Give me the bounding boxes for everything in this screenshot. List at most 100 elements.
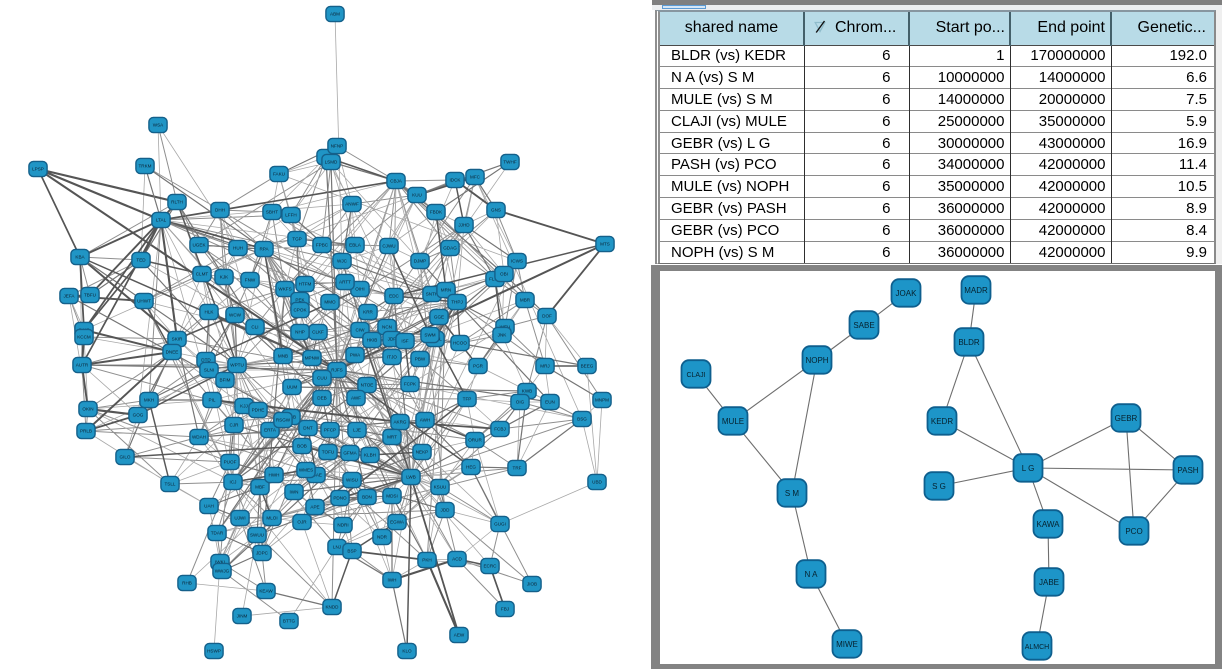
svg-text:PUOF: PUOF <box>224 460 237 465</box>
svg-text:RPA: RPA <box>259 247 269 252</box>
svg-text:S M: S M <box>785 489 800 498</box>
svg-text:FCPK: FCPK <box>404 382 417 387</box>
svg-text:ANWF: ANWF <box>345 202 359 207</box>
svg-text:UJWI: UJWI <box>234 516 245 521</box>
svg-text:NOPH: NOPH <box>805 356 828 365</box>
svg-text:SWUU: SWUU <box>250 533 264 538</box>
svg-text:BSG: BSG <box>577 417 587 422</box>
svg-text:WSA: WSA <box>153 123 164 128</box>
svg-text:UBD: UBD <box>592 480 602 485</box>
svg-text:HLK: HLK <box>205 310 215 315</box>
svg-text:GUGI: GUGI <box>494 522 506 527</box>
svg-text:MTS: MTS <box>600 242 610 247</box>
svg-text:NFNP: NFNP <box>331 144 344 149</box>
svg-text:HTFM: HTFM <box>299 282 312 287</box>
svg-text:S G: S G <box>932 482 946 491</box>
svg-text:LWB: LWB <box>406 475 416 480</box>
svg-text:PCO: PCO <box>1125 527 1142 536</box>
svg-text:NCN: NCN <box>382 325 392 330</box>
svg-text:TED: TED <box>136 258 146 263</box>
svg-text:JDPC: JDPC <box>256 551 269 556</box>
svg-text:MRJ: MRJ <box>540 364 549 369</box>
svg-text:N A: N A <box>805 570 819 579</box>
svg-text:LNJ: LNJ <box>333 545 341 550</box>
svg-text:BTTG: BTTG <box>283 619 296 624</box>
svg-text:PFCP: PFCP <box>324 428 336 433</box>
svg-text:NHP: NHP <box>295 330 305 335</box>
svg-text:BOB: BOB <box>297 444 307 449</box>
svg-text:JDP: JDP <box>388 337 397 342</box>
svg-text:BSP: BSP <box>347 549 356 554</box>
svg-text:ALMCH: ALMCH <box>1025 644 1050 651</box>
svg-text:WPTU: WPTU <box>230 363 244 368</box>
svg-text:KJK: KJK <box>220 275 229 280</box>
svg-text:TSLL: TSLL <box>165 482 176 487</box>
svg-text:KRR: KRR <box>363 310 373 315</box>
svg-text:GNS: GNS <box>491 208 501 213</box>
svg-text:AKRG: AKRG <box>393 420 406 425</box>
svg-text:IWH: IWH <box>388 578 397 583</box>
svg-text:MBR: MBR <box>520 298 531 303</box>
svg-text:ORUR: ORUR <box>468 438 482 443</box>
svg-text:ECRC: ECRC <box>483 564 497 569</box>
svg-text:KSUU: KSUU <box>434 485 447 490</box>
svg-text:TRKM: TRKM <box>138 164 151 169</box>
svg-text:FBJ: FBJ <box>501 607 509 612</box>
svg-text:AWF: AWF <box>351 396 361 401</box>
svg-text:GFMA: GFMA <box>343 451 357 456</box>
svg-text:CIW: CIW <box>356 328 366 333</box>
svg-text:IWKI: IWKI <box>215 560 225 565</box>
svg-text:SBHT: SBHT <box>266 210 278 215</box>
svg-text:MNB: MNB <box>278 354 288 359</box>
svg-text:WISU: WISU <box>346 478 358 483</box>
svg-text:OIG: OIG <box>516 400 525 405</box>
svg-text:EUN: EUN <box>545 400 555 405</box>
svg-text:ITJO: ITJO <box>387 355 397 360</box>
svg-text:PBW: PBW <box>415 357 426 362</box>
svg-text:KNDD: KNDD <box>325 605 339 610</box>
svg-text:JINM: JINM <box>237 614 248 619</box>
svg-text:TGP: TGP <box>292 237 301 242</box>
svg-text:BEEG: BEEG <box>581 364 594 369</box>
svg-text:NTOE: NTOE <box>361 383 374 388</box>
svg-text:KWB: KWB <box>522 389 532 394</box>
svg-text:UAH: UAH <box>204 504 214 509</box>
svg-text:CLMT: CLMT <box>196 272 209 277</box>
svg-text:MRN: MRN <box>441 288 451 293</box>
svg-text:SABE: SABE <box>853 321 874 330</box>
svg-text:GILO: GILO <box>120 455 131 460</box>
svg-text:TDAR: TDAR <box>211 531 224 536</box>
svg-text:ICWS: ICWS <box>511 259 523 264</box>
svg-text:MRT: MRT <box>387 435 397 440</box>
svg-text:LSMD: LSMD <box>325 160 338 165</box>
svg-text:JNK: JNK <box>498 333 508 338</box>
svg-text:UUM: UUM <box>287 385 298 390</box>
svg-text:WDAH: WDAH <box>192 435 206 440</box>
svg-text:DNT: DNT <box>303 426 313 431</box>
svg-text:MLOI: MLOI <box>266 516 277 521</box>
svg-text:FPBC: FPBC <box>316 243 329 248</box>
svg-text:PASH: PASH <box>1177 466 1198 475</box>
svg-text:KAWA: KAWA <box>1037 520 1061 529</box>
svg-text:AEW: AEW <box>454 633 465 638</box>
svg-text:SWM: SWM <box>424 333 435 338</box>
svg-text:ERTA: ERTA <box>264 428 277 433</box>
svg-text:TWHF: TWHF <box>503 160 516 165</box>
svg-text:AUTR: AUTR <box>76 363 89 368</box>
svg-text:MULE: MULE <box>722 417 744 426</box>
svg-text:EGWA: EGWA <box>390 520 405 525</box>
svg-text:WCW: WCW <box>229 313 242 318</box>
svg-text:IWN: IWN <box>290 490 299 495</box>
svg-text:RSGW: RSGW <box>276 418 291 423</box>
svg-text:RLTH: RLTH <box>171 200 183 205</box>
svg-text:CBJA: CBJA <box>390 179 403 184</box>
svg-text:ABM: ABM <box>330 12 340 17</box>
svg-text:FCBJ: FCBJ <box>494 427 505 432</box>
svg-text:PDNO: PDNO <box>333 496 347 501</box>
svg-text:GGE: GGE <box>434 315 444 320</box>
svg-text:KEDR: KEDR <box>931 417 953 426</box>
svg-text:TOFU: TOFU <box>322 450 334 455</box>
svg-text:HEG: HEG <box>466 465 476 470</box>
svg-text:MIWE: MIWE <box>836 640 858 649</box>
svg-text:MDSI: MDSI <box>386 494 397 499</box>
